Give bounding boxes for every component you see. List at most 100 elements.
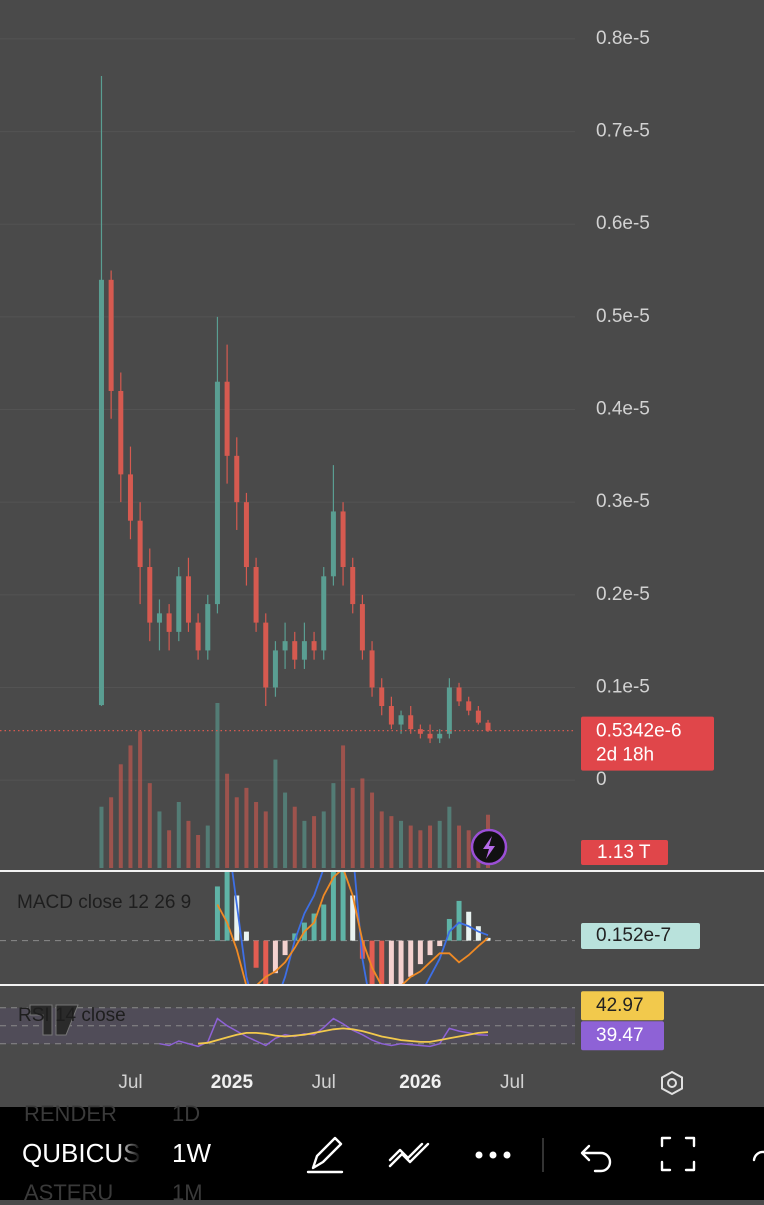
candle-body (427, 733, 433, 739)
volume-bar (205, 825, 210, 868)
more-button[interactable] (475, 1151, 511, 1159)
settings-icon-dot (667, 1078, 677, 1088)
volume-bar (360, 778, 365, 868)
symbol-interval[interactable]: 1W (172, 1138, 211, 1168)
macd-histogram-bar (330, 872, 336, 941)
candle-body (437, 733, 443, 739)
rsi-line (159, 1017, 489, 1048)
undo-button[interactable] (580, 1144, 612, 1173)
candle-body (272, 650, 278, 688)
trend-tool-button[interactable] (388, 1142, 430, 1168)
macd-histogram-bar (263, 940, 269, 984)
candle-body (176, 576, 182, 632)
x-tick-label: Jul (312, 1072, 336, 1093)
volume-bar (283, 792, 288, 868)
y-tick-label: 0.2e-5 (596, 584, 650, 605)
volume-bar (466, 830, 471, 868)
x-tick-label: Jul (500, 1072, 524, 1093)
volume-bar (379, 811, 384, 868)
candle-body (214, 381, 220, 605)
candle-body (253, 567, 259, 623)
y-tick-label: 0.8e-5 (596, 28, 650, 49)
x-tick-label: 2026 (399, 1072, 441, 1093)
volume-bar (196, 835, 201, 868)
candle-body (243, 502, 249, 568)
candle-body (166, 613, 172, 632)
fullscreen-button[interactable] (660, 1136, 696, 1172)
symbol-name[interactable]: ASTERU (24, 1180, 113, 1205)
last-price-box (581, 716, 714, 771)
candle-body (321, 576, 327, 651)
candle-body (127, 474, 133, 521)
symbol-interval[interactable]: 1M (172, 1180, 203, 1205)
candle-body (359, 604, 365, 651)
volume-bar (312, 816, 317, 868)
candle-body (292, 641, 298, 660)
volume-bar (321, 811, 326, 868)
draw-tool-button[interactable] (306, 1136, 344, 1174)
volume-bar (176, 802, 181, 868)
more-tools-button[interactable] (752, 1150, 764, 1162)
rsi-ma-value-box (581, 991, 664, 1021)
macd-value-label: 0.152e-7 (596, 925, 671, 946)
volume-bar (109, 797, 114, 868)
volume-bar (292, 806, 297, 868)
candle-body (350, 567, 356, 605)
volume-bar (418, 830, 423, 868)
volume-bar (157, 811, 162, 868)
volume-bar (215, 703, 220, 868)
candle-body (330, 511, 336, 577)
volume-bar (263, 811, 268, 868)
candle-body (205, 604, 211, 651)
macd-histogram-bar (350, 895, 356, 941)
symbol-name[interactable]: QUBICUS (22, 1138, 140, 1168)
volume-value-box (581, 840, 668, 865)
x-tick-label: 2025 (211, 1072, 254, 1093)
volume-bar (389, 816, 394, 868)
candle-body (340, 511, 346, 568)
candle-body (475, 710, 481, 723)
candle-body (185, 576, 191, 623)
rsi-ma-value-label: 42.97 (596, 995, 644, 1016)
y-tick-label: 0 (596, 769, 607, 790)
candle-body (263, 622, 269, 688)
volume-bar (167, 830, 172, 868)
volume-bars (99, 703, 491, 868)
macd-histogram-bar (369, 940, 375, 984)
candle-body (456, 687, 462, 702)
macd-histogram-bar (427, 940, 433, 956)
candle-body (379, 687, 385, 707)
macd-histogram-bar (311, 913, 317, 941)
chart-background (0, 0, 764, 1107)
macd-histogram-bar (234, 895, 240, 941)
macd-line (231, 872, 489, 984)
macd-histogram-bar (475, 926, 481, 941)
macd-value-box (581, 923, 700, 949)
alert-icon[interactable] (470, 828, 508, 866)
candle-body (446, 687, 452, 734)
candle-body (234, 455, 240, 503)
macd-histogram-bar (485, 937, 491, 941)
macd-histogram-bar (456, 900, 462, 941)
symbol-interval[interactable]: 1D (172, 1101, 200, 1126)
rsi-ma-line (198, 1027, 489, 1045)
volume-bar (428, 825, 433, 868)
candle-body (195, 622, 201, 651)
rsi-title: RSI 14 close (18, 1005, 126, 1026)
volume-bar (99, 806, 104, 868)
y-tick-label: 0.4e-5 (596, 399, 650, 420)
candles (98, 75, 491, 744)
macd-histogram-bar (214, 886, 220, 941)
symbol-name[interactable]: RENDER (24, 1101, 117, 1126)
y-tick-label: 0.3e-5 (596, 491, 650, 512)
y-tick-label: 0.6e-5 (596, 213, 650, 234)
candle-body (398, 715, 404, 725)
candle-body (311, 641, 317, 651)
chart-layer: 0.8e-5 0.7e-5 0.6e-5 0.5e-5 0.4e-5 0.3e-5 0.2e… (0, 28, 714, 1093)
macd-histogram-bar (292, 933, 298, 941)
settings-button[interactable] (661, 1070, 683, 1096)
last-price-label: 0.5342e-6 (596, 721, 682, 742)
x-tick-label: Jul (118, 1072, 142, 1093)
